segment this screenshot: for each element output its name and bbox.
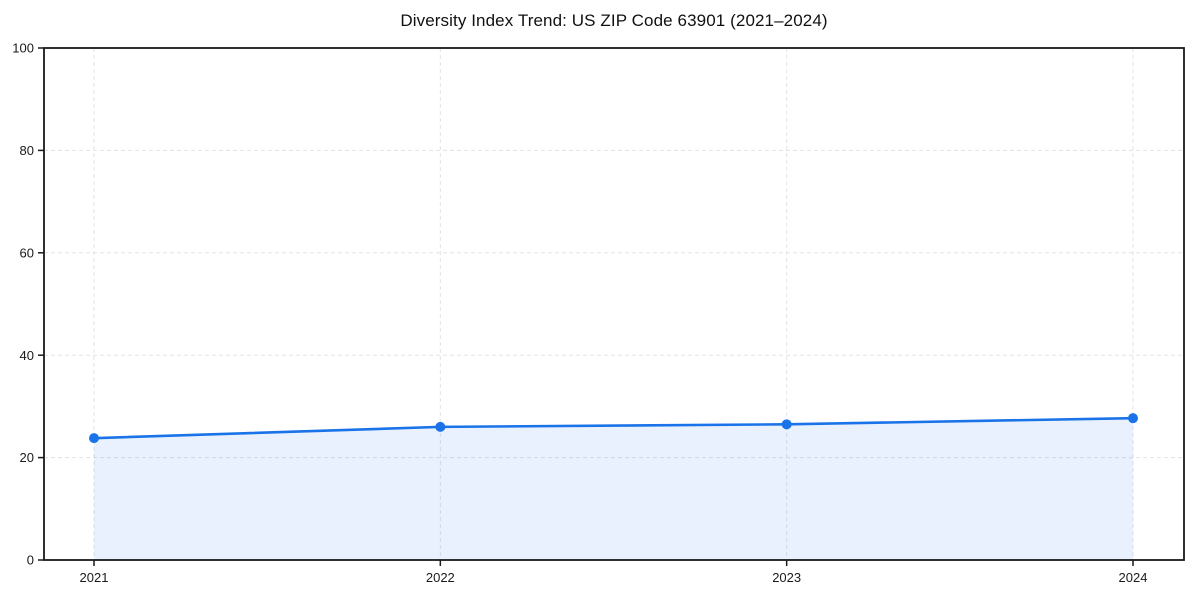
chart-title: Diversity Index Trend: US ZIP Code 63901…: [400, 11, 828, 30]
series-area-fill: [94, 418, 1133, 560]
y-axis-tick-label: 80: [20, 143, 34, 158]
plot-border: [43, 47, 1185, 561]
x-axis-tick-label: 2023: [772, 570, 801, 585]
x-axis-tick-label: 2022: [426, 570, 455, 585]
y-axis-tick-label: 20: [20, 450, 34, 465]
y-axis-tick-label: 100: [12, 41, 34, 56]
y-axis-tick-label: 60: [20, 245, 34, 260]
x-axis-tick-label: 2021: [80, 570, 109, 585]
series-line: [92, 416, 1135, 440]
x-axis-tick-label: 2024: [1119, 570, 1148, 585]
data-point-marker: [1128, 413, 1138, 424]
data-point-marker: [435, 421, 446, 432]
y-axis-tick-label: 0: [27, 553, 34, 568]
y-axis-tick-label: 40: [20, 348, 34, 363]
data-point-marker: [781, 419, 792, 430]
data-point-marker: [89, 433, 99, 444]
